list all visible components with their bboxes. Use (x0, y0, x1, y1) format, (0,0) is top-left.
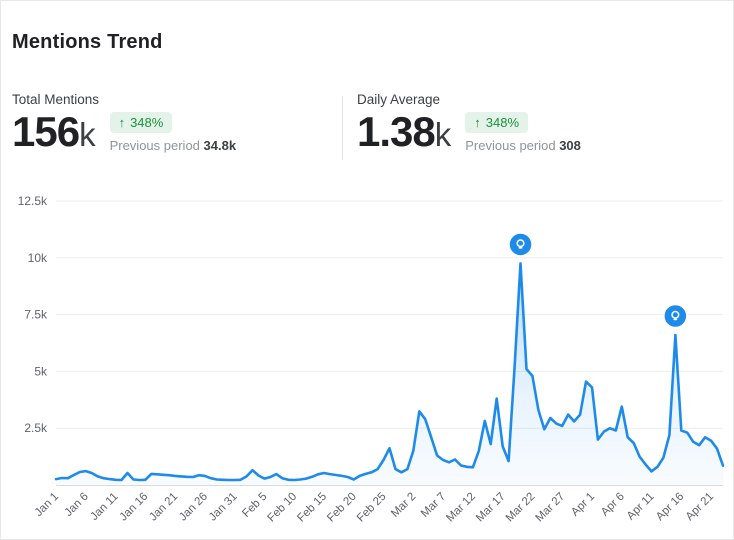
stat-daily-average: Daily Average 1.38 k ↑ 348% Previous perio… (357, 92, 581, 161)
x-axis-tick-label: Feb 10 (266, 491, 300, 525)
y-axis-tick-label: 5k (34, 364, 48, 378)
x-axis-tick-label: Feb 25 (355, 491, 389, 525)
previous-period-value: 308 (559, 138, 581, 153)
x-axis-tick-label: Mar 17 (474, 491, 508, 525)
stat-value: 1.38 (357, 108, 436, 155)
lightbulb-base-icon (673, 318, 678, 321)
stat-total-mentions: Total Mentions 156 k ↑ 348% Previous perio… (12, 92, 236, 161)
stats-row: Total Mentions 156 k ↑ 348% Previous perio… (1, 92, 734, 164)
arrow-up-icon: ↑ (118, 115, 126, 130)
x-axis-tick-label: Apr 16 (654, 491, 686, 523)
previous-period-line: Previous period 34.8k (110, 138, 237, 153)
arrow-up-icon: ↑ (474, 115, 481, 130)
stats-divider (342, 96, 343, 160)
x-axis-tick-label: Mar 12 (444, 491, 478, 525)
stat-label: Total Mentions (12, 92, 100, 107)
trend-line (54, 262, 725, 482)
mentions-trend-chart[interactable]: 2.5k 5k 7.5k 10k 12.5k Jan 1 Jan 6 Jan 11 Jan 16… (1, 186, 734, 540)
x-axis-tick-label: Apr 11 (625, 491, 657, 523)
x-axis-tick-label: Jan 16 (118, 491, 151, 524)
marker-circle (508, 232, 533, 257)
y-axis-tick-label: 2.5k (24, 421, 48, 435)
x-axis-tick-label: Jan 31 (207, 491, 240, 524)
change-badge: ↑ 348% (109, 112, 173, 133)
x-axis-tick-label: Jan 6 (63, 491, 91, 519)
x-axis-tick-label: Apr 1 (569, 491, 597, 519)
stat-label: Daily Average (357, 92, 441, 107)
x-axis-tick-label: Jan 1 (33, 491, 61, 519)
stat-value-suffix: k (79, 116, 96, 153)
trend-area (56, 263, 723, 485)
x-axis-tick-label: Feb 15 (295, 491, 329, 525)
x-axis-tick-label: Feb 20 (325, 491, 359, 525)
insight-marker[interactable] (663, 303, 688, 329)
lightbulb-icon (516, 239, 525, 248)
lightbulb-base-icon (518, 247, 523, 249)
x-axis-tick-label: Apr 21 (684, 491, 716, 523)
page-title: Mentions Trend (12, 31, 163, 53)
x-axis-tick-label: Mar 27 (534, 491, 568, 525)
previous-period-label: Previous period (109, 138, 200, 153)
stat-value: 156 (12, 108, 80, 155)
y-axis-tick-label: 7.5k (24, 308, 48, 322)
marker-circle (663, 303, 688, 329)
x-axis-tick-label: Jan 26 (177, 491, 210, 524)
change-percent: 348% (130, 115, 164, 130)
change-badge: ↑ 348% (465, 112, 528, 133)
y-axis-tick-label: 10k (28, 251, 48, 265)
x-axis-tick-label: Jan 21 (147, 491, 180, 524)
lightbulb-icon (671, 310, 680, 319)
previous-period-line: Previous period 308 (465, 138, 581, 153)
change-percent: 348% (485, 115, 519, 130)
stat-value-suffix: k (434, 116, 452, 153)
x-axis-tick-label: Jan 11 (88, 491, 120, 523)
previous-period-label: Previous period (465, 138, 556, 153)
previous-period-value: 34.8k (203, 138, 237, 153)
x-axis-tick-label: Mar 2 (389, 491, 418, 520)
x-axis-tick-label: Mar 22 (504, 491, 538, 525)
x-axis-tick-label: Apr 6 (599, 491, 627, 519)
y-axis-tick-label: 12.5k (18, 194, 48, 208)
insight-marker[interactable] (508, 232, 533, 257)
